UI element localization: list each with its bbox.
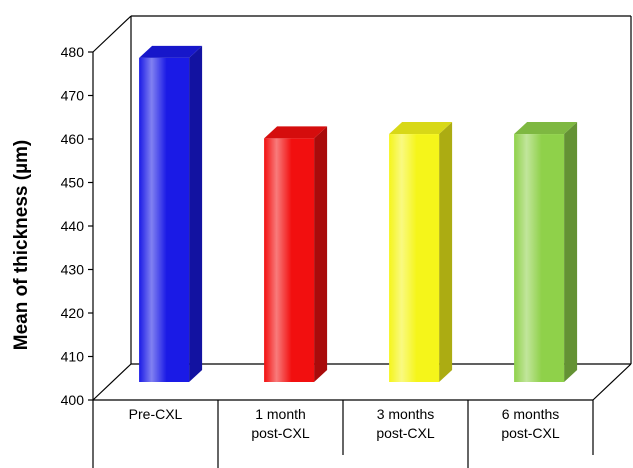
y-axis: 400 410 420 430 440 450 460 470 480 [61,44,93,408]
bar [264,126,328,383]
category-labels: Pre-CXL 1 month post-CXL 3 months post-CXL 6 … [129,406,560,441]
bar-side-face [564,122,578,383]
y-tick-label: 400 [61,392,85,408]
y-tick-label: 470 [61,88,85,104]
y-tick-label: 450 [61,175,85,191]
category-label: 6 months post-CXL [501,406,560,441]
bar-highlight [389,134,440,382]
category-label: 1 month post-CXL [251,406,310,441]
bar-top-face [139,45,203,58]
bar [514,122,578,383]
bar-side-face [189,45,203,383]
bar-highlight [264,138,315,382]
bar-side-face [314,126,328,383]
bars [139,45,578,383]
floor-right-edge [592,363,632,401]
y-axis-label: Mean of thickness (µm) [11,140,32,350]
bar [139,45,203,383]
y-tick-label: 440 [61,218,85,234]
bar-top-face [514,122,578,135]
y-tick-label: 420 [61,305,85,321]
bar-highlight [139,57,190,383]
floor-left-edge [92,363,132,401]
bar-side-face [439,122,453,383]
category-label: Pre-CXL [129,406,183,422]
y-tick-label: 460 [61,131,85,147]
bar-top-face [389,122,453,135]
side-wall-top-edge [92,15,132,53]
bar-top-face [264,126,328,139]
y-tick-label: 410 [61,349,85,365]
bar-highlight [514,134,565,382]
bar [389,122,453,383]
y-tick-label: 430 [61,262,85,278]
category-label: 3 months post-CXL [376,406,435,441]
y-tick-label: 480 [61,44,85,60]
